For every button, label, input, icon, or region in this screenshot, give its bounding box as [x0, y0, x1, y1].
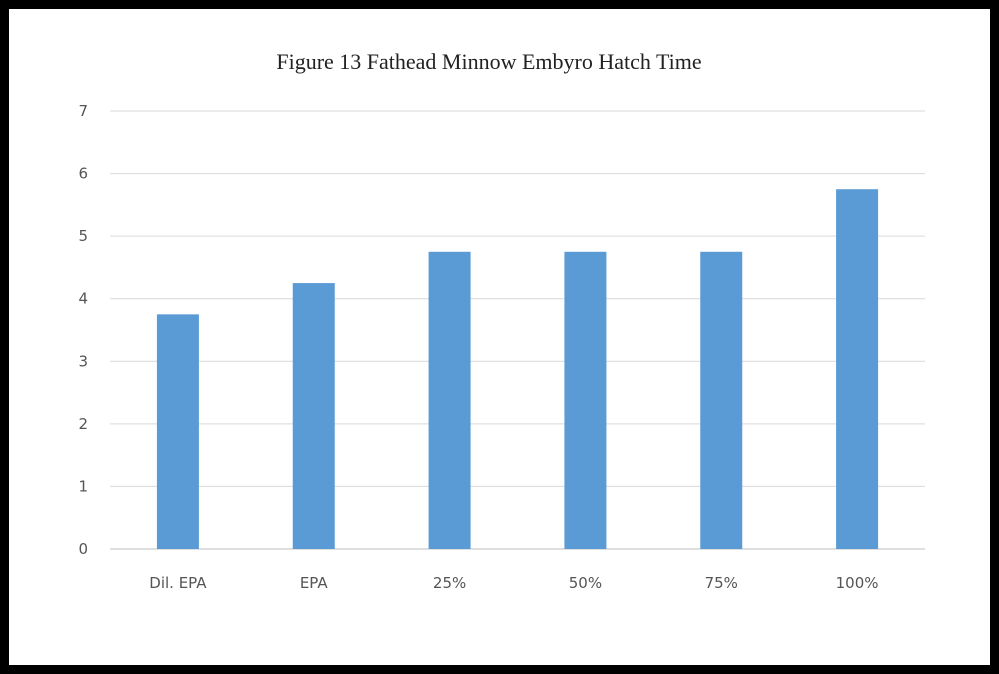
- x-tick-label: EPA: [300, 574, 329, 592]
- x-axis-ticks: Dil. EPA EPA 25% 50% 75% 100%: [149, 574, 878, 592]
- bar: [292, 283, 335, 549]
- bar: [156, 314, 199, 549]
- bars: [156, 189, 879, 550]
- x-tick-label: 75%: [705, 574, 738, 592]
- y-tick-label: 1: [78, 477, 88, 495]
- y-tick-label: 2: [78, 415, 88, 433]
- bar: [564, 251, 607, 550]
- y-tick-label: 5: [78, 227, 88, 245]
- bar: [836, 189, 879, 549]
- y-tick-label: 4: [78, 290, 88, 308]
- x-tick-label: 50%: [569, 574, 602, 592]
- bar: [700, 251, 743, 550]
- y-tick-label: 7: [78, 102, 88, 120]
- y-tick-label: 3: [78, 352, 88, 370]
- x-tick-label: 25%: [433, 574, 466, 592]
- y-axis-ticks: 0 1 2 3 4 5 6 7: [78, 102, 88, 558]
- y-tick-label: 6: [78, 165, 88, 183]
- gridlines: [110, 110, 925, 550]
- x-tick-label: Dil. EPA: [149, 574, 207, 592]
- x-tick-label: 100%: [836, 574, 879, 592]
- bar: [428, 251, 471, 550]
- y-tick-label: 0: [78, 540, 88, 558]
- chart-title: Figure 13 Fathead Minnow Embyro Hatch Ti…: [276, 49, 702, 74]
